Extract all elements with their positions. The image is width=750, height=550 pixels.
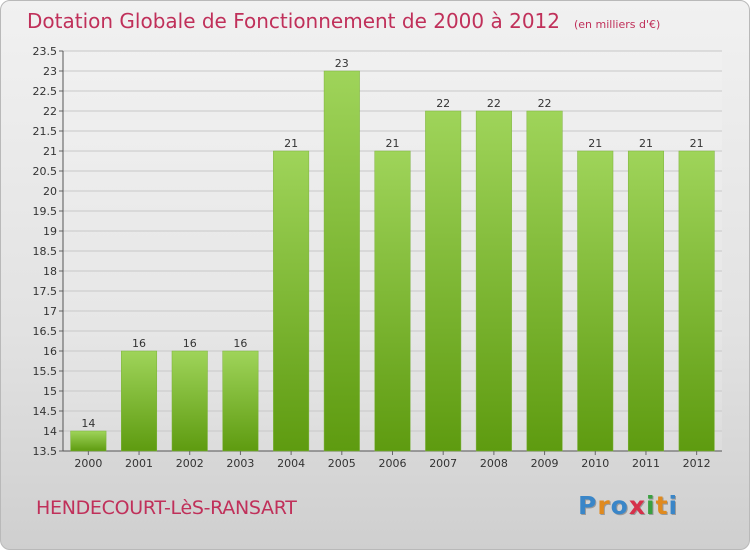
y-tick-label: 20 <box>43 185 57 198</box>
y-tick-label: 23.5 <box>33 45 58 58</box>
y-tick-label: 17 <box>43 305 57 318</box>
place-name: HENDECOURT-LèS-RANSART <box>36 497 297 519</box>
y-tick-label: 15 <box>43 385 57 398</box>
x-tick-label: 2008 <box>480 457 508 470</box>
bar-value-label: 22 <box>538 97 552 110</box>
bar-value-label: 22 <box>436 97 450 110</box>
y-tick-label: 18 <box>43 265 57 278</box>
logo-letter: t <box>655 491 669 520</box>
y-tick-label: 14 <box>43 425 57 438</box>
proxiti-logo[interactable]: Proxiti <box>578 491 678 520</box>
x-tick-label: 2001 <box>125 457 153 470</box>
y-tick-label: 21 <box>43 145 57 158</box>
y-tick-label: 21.5 <box>33 125 58 138</box>
bar-2002[interactable] <box>171 350 208 452</box>
x-tick-label: 2010 <box>581 457 609 470</box>
logo-letter: P <box>578 491 598 520</box>
y-tick-label: 22.5 <box>33 85 58 98</box>
x-tick-label: 2012 <box>683 457 711 470</box>
logo-letter: r <box>597 491 611 520</box>
x-tick-label: 2009 <box>531 457 559 470</box>
bar-value-label: 21 <box>639 137 653 150</box>
y-tick-label: 13.5 <box>33 445 58 458</box>
x-tick-label: 2000 <box>74 457 102 470</box>
y-tick-label: 15.5 <box>33 365 58 378</box>
bar-2004[interactable] <box>273 150 310 452</box>
bar-value-label: 21 <box>588 137 602 150</box>
logo-letter: x <box>628 491 646 520</box>
y-tick-label: 17.5 <box>33 285 58 298</box>
bar-2000[interactable] <box>70 430 107 452</box>
bar-value-label: 16 <box>233 337 247 350</box>
unit-label: (en milliers d'€) <box>574 18 661 31</box>
logo-letter: i <box>646 491 656 520</box>
bar-2010[interactable] <box>577 150 614 452</box>
bar-2001[interactable] <box>121 350 158 452</box>
bar-value-label: 22 <box>487 97 501 110</box>
title-text: Dotation Globale de Fonctionnement de 20… <box>27 9 560 33</box>
bar-2006[interactable] <box>374 150 411 452</box>
bar-value-label: 16 <box>183 337 197 350</box>
chart-title: Dotation Globale de Fonctionnement de 20… <box>27 9 660 33</box>
y-tick-label: 18.5 <box>33 245 58 258</box>
y-tick-label: 20.5 <box>33 165 58 178</box>
bar-2009[interactable] <box>526 110 563 452</box>
y-tick-label: 14.5 <box>33 405 58 418</box>
y-tick-label: 16.5 <box>33 325 58 338</box>
y-tick-label: 22 <box>43 105 57 118</box>
y-tick-label: 19 <box>43 225 57 238</box>
y-tick-label: 19.5 <box>33 205 58 218</box>
bar-value-label: 14 <box>81 417 95 430</box>
bar-value-label: 16 <box>132 337 146 350</box>
bar-2012[interactable] <box>678 150 715 452</box>
logo-letter: o <box>610 491 629 520</box>
bar-value-label: 21 <box>284 137 298 150</box>
x-tick-label: 2006 <box>379 457 407 470</box>
x-tick-label: 2003 <box>226 457 254 470</box>
bar-2007[interactable] <box>425 110 462 452</box>
bar-value-label: 23 <box>335 57 349 70</box>
x-tick-label: 2004 <box>277 457 305 470</box>
x-tick-label: 2002 <box>176 457 204 470</box>
x-tick-label: 2005 <box>328 457 356 470</box>
y-tick-label: 23 <box>43 65 57 78</box>
bar-value-label: 21 <box>690 137 704 150</box>
x-tick-label: 2011 <box>632 457 660 470</box>
bar-2011[interactable] <box>627 150 664 452</box>
x-tick-label: 2007 <box>429 457 457 470</box>
y-tick-label: 16 <box>43 345 57 358</box>
bar-2005[interactable] <box>323 70 360 452</box>
bar-2008[interactable] <box>475 110 512 452</box>
bar-value-label: 21 <box>386 137 400 150</box>
logo-letter: i <box>668 491 679 520</box>
bar-2003[interactable] <box>222 350 259 452</box>
